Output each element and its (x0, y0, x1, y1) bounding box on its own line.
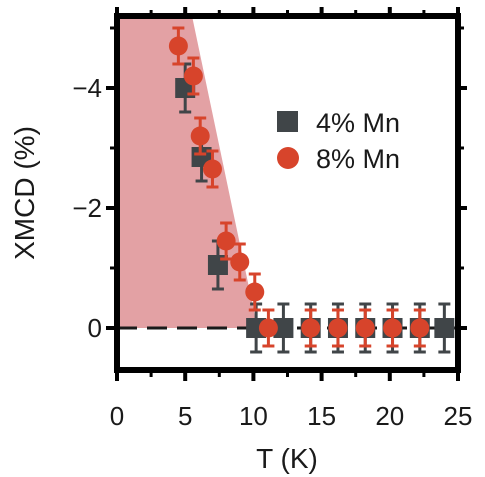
y-tick-label: 0 (88, 313, 102, 343)
y-axis-ticks: 0 −2 −4 (72, 26, 467, 343)
legend-marker-8pct-mn (277, 147, 299, 169)
data-point-circle (301, 318, 321, 338)
data-point-circle (258, 318, 278, 338)
data-point-circle (410, 318, 430, 338)
x-tick-label: 0 (110, 401, 124, 431)
data-point-circle (355, 318, 375, 338)
x-axis-title: T (K) (256, 443, 318, 474)
x-tick-label: 20 (375, 401, 404, 431)
data-point-circle (202, 159, 222, 179)
y-tick-label: −4 (72, 73, 102, 103)
legend-label-8pct-mn: 8% Mn (316, 144, 400, 174)
x-tick-label: 5 (178, 401, 192, 431)
data-point-square (273, 318, 294, 338)
shaded-region (117, 16, 258, 328)
x-tick-label: 10 (239, 401, 268, 431)
x-tick-label: 25 (444, 401, 473, 431)
series-8pct-mn (168, 26, 430, 348)
legend: 4% Mn 8% Mn (277, 108, 400, 174)
data-point-square (434, 318, 455, 338)
x-axis-ticks: 0 5 10 15 20 25 (110, 7, 473, 431)
x-tick-label: 15 (307, 401, 336, 431)
data-series-layer (168, 26, 455, 354)
data-point-circle (383, 318, 403, 338)
data-point-circle (216, 231, 236, 251)
data-point-circle (245, 282, 265, 302)
legend-label-4pct-mn: 4% Mn (316, 108, 400, 138)
y-axis-title: XMCD (%) (9, 126, 40, 260)
legend-marker-4pct-mn (277, 111, 298, 132)
data-point-circle (328, 318, 348, 338)
data-point-circle (190, 126, 210, 146)
shaded-region-layer (117, 16, 258, 328)
data-point-circle (183, 66, 203, 86)
data-point-circle (230, 252, 250, 272)
data-point-circle (168, 36, 188, 56)
y-tick-label: −2 (72, 193, 102, 223)
